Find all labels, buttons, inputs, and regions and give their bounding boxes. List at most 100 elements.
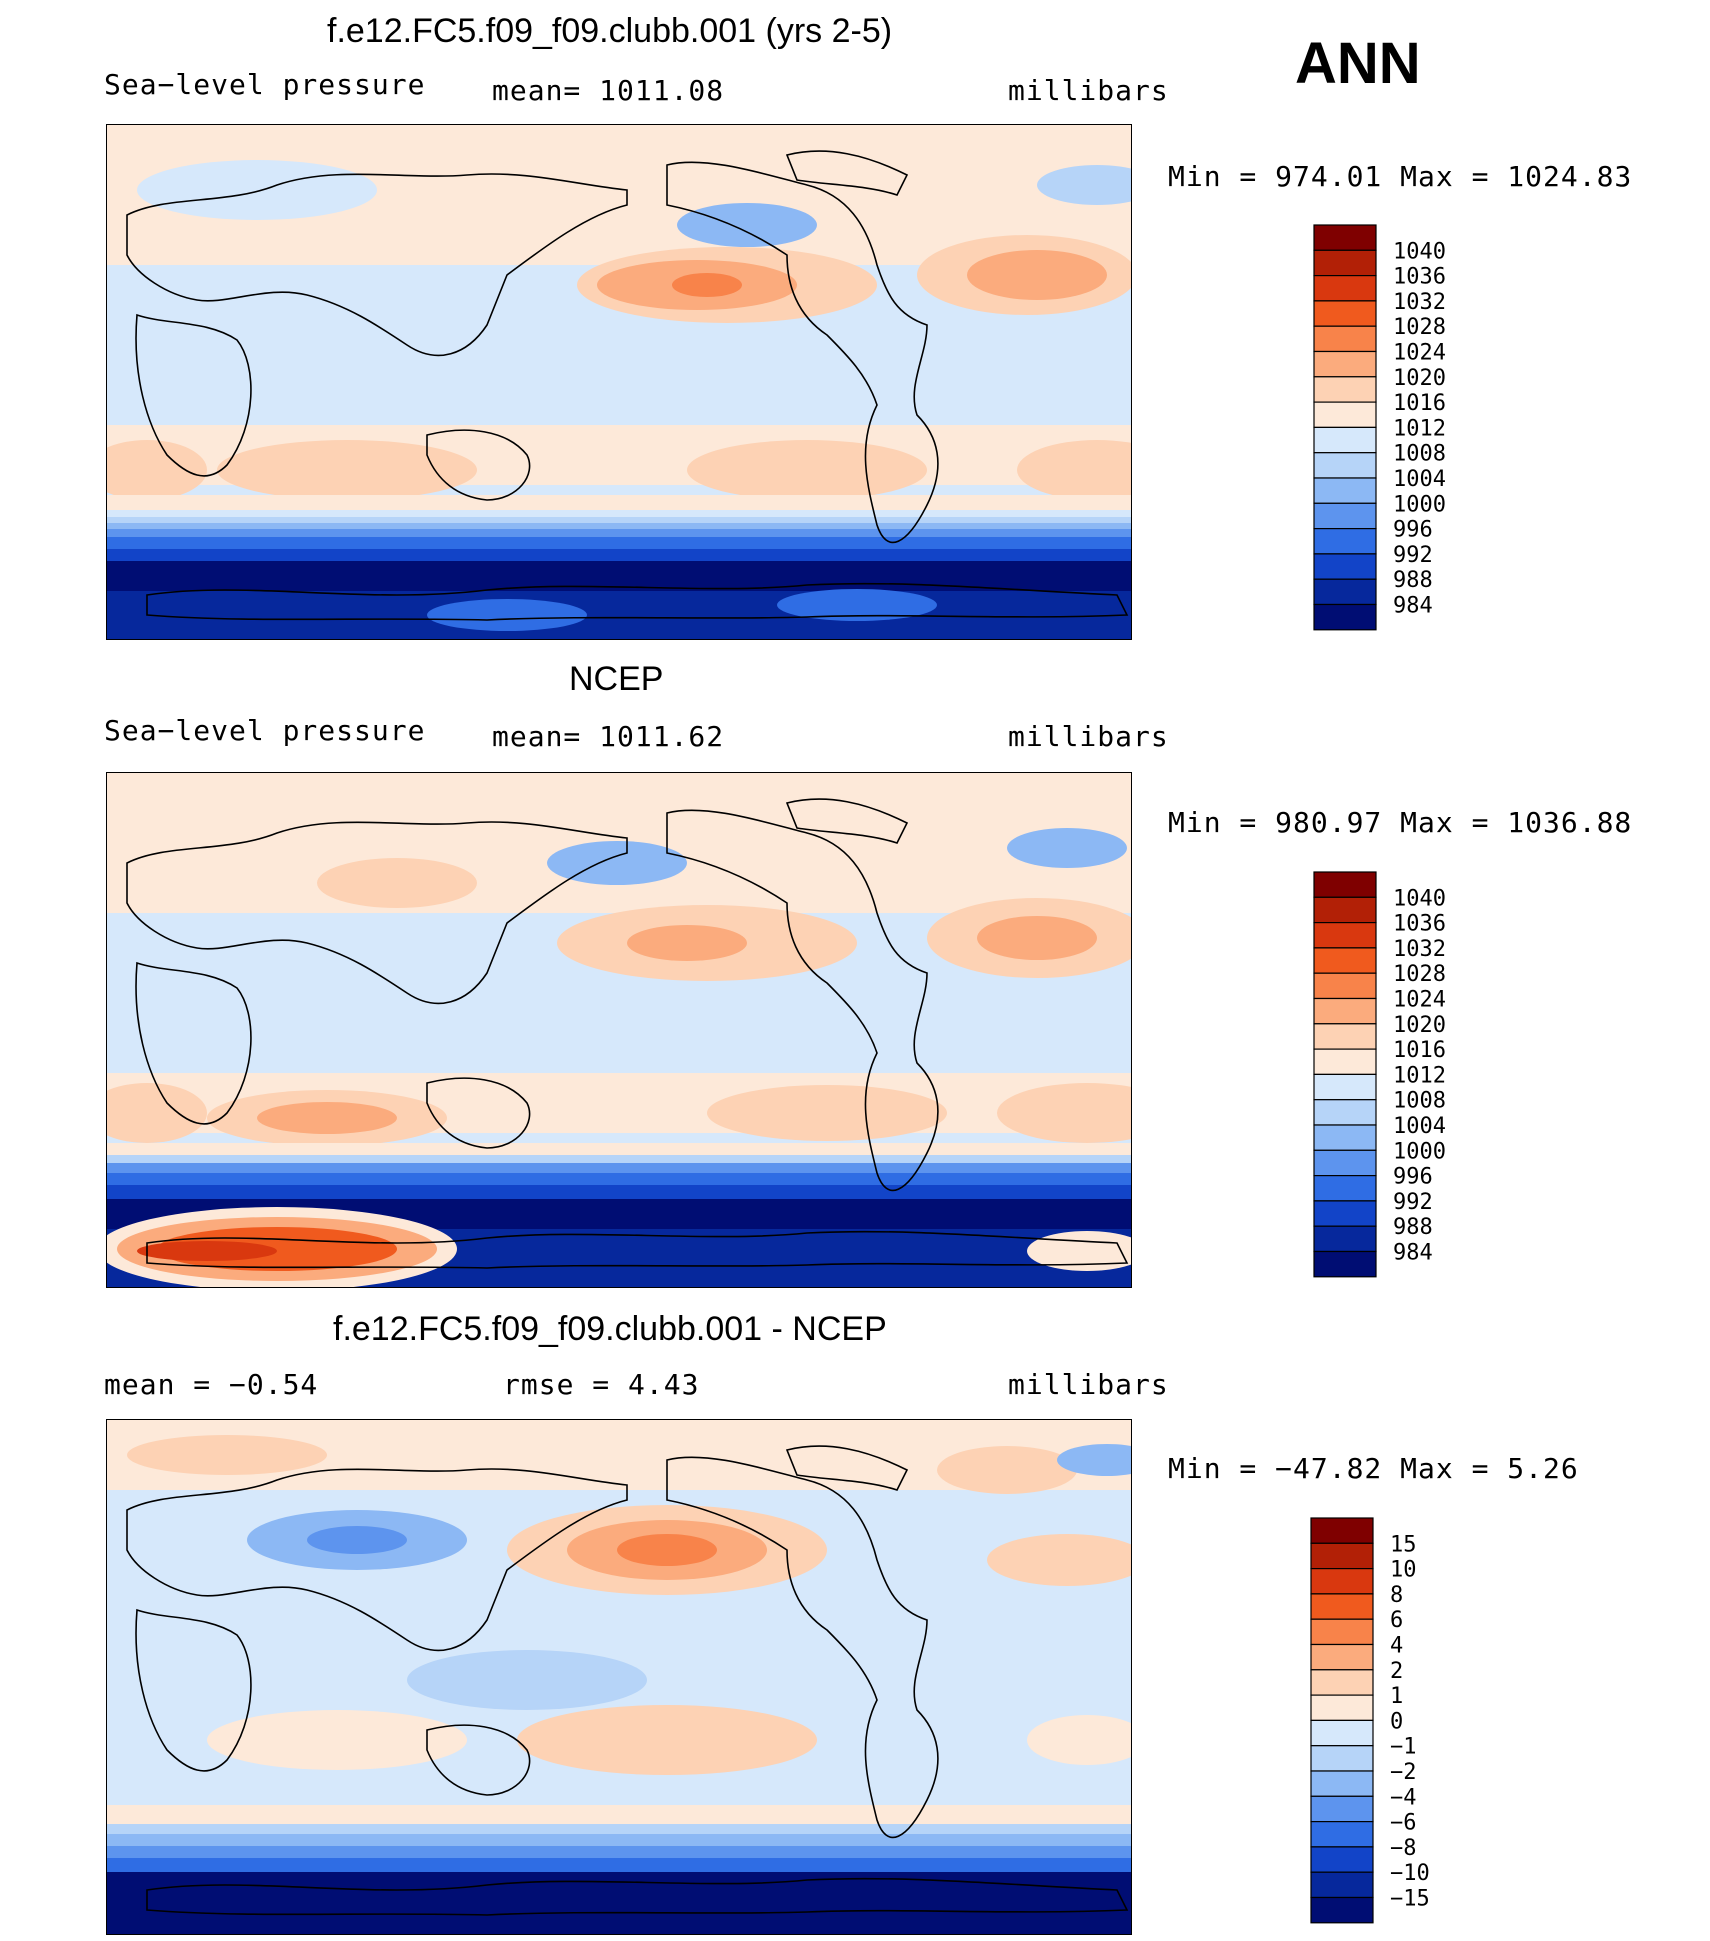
panel-2-mean-label: mean= 1011.62: [492, 720, 725, 753]
colorbar-swatch: [1313, 921, 1377, 949]
contour-region: [107, 1083, 207, 1143]
colorbar-tick-label: 1040: [1393, 886, 1446, 911]
contour-region: [127, 1435, 327, 1475]
colorbar-swatch: [1313, 1124, 1377, 1151]
coastline: [785, 1445, 909, 1491]
contour-region: [517, 1705, 817, 1775]
colorbar-swatch: [1310, 1770, 1374, 1797]
contour-region: [687, 440, 927, 500]
colorbar-swatch: [1310, 1517, 1374, 1544]
colorbar-swatch: [1313, 426, 1377, 454]
panel-2-minmax: Min = 980.97 Max = 1036.88: [1168, 806, 1633, 839]
colorbar-swatch: [1310, 1795, 1374, 1823]
coastline: [126, 173, 628, 357]
panel-3-minmax: Min = −47.82 Max = 5.26: [1168, 1452, 1579, 1485]
contour-region: [967, 250, 1107, 300]
colorbar-tick-label: 988: [1393, 568, 1433, 593]
colorbar-swatch: [1310, 1669, 1374, 1696]
coastline: [146, 582, 1129, 621]
colorbar-swatch: [1310, 1846, 1374, 1873]
colorbar-swatch: [1313, 325, 1377, 353]
coastline: [666, 1456, 939, 1839]
colorbar-swatch: [1310, 1593, 1374, 1620]
season-label: ANN: [1295, 31, 1421, 96]
colorbar-tick-label: 1028: [1393, 962, 1446, 987]
colorbar-tick-label: 1016: [1393, 391, 1446, 416]
contour-region: [137, 1241, 277, 1261]
panel-1-units-label: millibars: [1008, 74, 1169, 107]
colorbar-swatch: [1313, 1175, 1377, 1202]
coastline: [126, 1468, 628, 1652]
colorbar-swatch: [1313, 376, 1377, 403]
colorbar-tick-label: 1036: [1393, 912, 1446, 937]
contour-region: [627, 925, 747, 961]
contour-region: [997, 1083, 1131, 1143]
colorbar-swatch: [1313, 896, 1377, 924]
colorbar-tick-label: 984: [1393, 594, 1433, 619]
panel-3-rmse-label: rmse = 4.43: [503, 1368, 700, 1401]
colorbar-tick-label: 992: [1393, 543, 1433, 568]
colorbar-tick-label: 1024: [1393, 988, 1446, 1013]
colorbar-tick-label: 4: [1390, 1634, 1403, 1659]
colorbar-tick-label: 1040: [1393, 239, 1446, 264]
colorbar-tick-label: −10: [1390, 1861, 1430, 1886]
contour-region: [1007, 828, 1127, 868]
contour-region: [672, 273, 742, 297]
colorbar-swatch: [1313, 300, 1377, 327]
colorbar-tick-label: −4: [1390, 1785, 1417, 1810]
contour-region: [547, 841, 687, 885]
colorbar-swatch: [1310, 1896, 1374, 1924]
colorbar-swatch: [1313, 1225, 1377, 1253]
contour-field: [107, 1420, 1131, 1934]
colorbar-tick-label: 1020: [1393, 366, 1446, 391]
colorbar-swatch: [1313, 1073, 1377, 1101]
coastline: [135, 961, 252, 1125]
colorbar-swatch: [1313, 249, 1377, 277]
colorbar-tick-label: −6: [1390, 1811, 1417, 1836]
colorbar-tick-label: 1004: [1393, 1114, 1446, 1139]
colorbar-swatch: [1310, 1694, 1374, 1722]
colorbar-tick-label: 984: [1393, 1241, 1433, 1266]
contour-region: [617, 1534, 717, 1566]
colorbar-swatch: [1313, 1200, 1377, 1227]
colorbar-swatch: [1313, 477, 1377, 504]
panel-1-mean-label: mean= 1011.08: [492, 74, 725, 107]
colorbar-tick-label: 1000: [1393, 1139, 1446, 1164]
colorbar-tick-label: 1008: [1393, 1089, 1446, 1114]
colorbar-swatch: [1313, 871, 1377, 898]
coastline: [426, 429, 531, 501]
coastline: [785, 798, 909, 844]
colorbar-tick-label: 1012: [1393, 1063, 1446, 1088]
contour-region: [307, 1526, 407, 1554]
coastline: [146, 1230, 1129, 1269]
panel-1-minmax: Min = 974.01 Max = 1024.83: [1168, 160, 1633, 193]
contour-region: [977, 916, 1097, 960]
colorbar-swatch: [1313, 1099, 1377, 1126]
contour-region: [1027, 1715, 1131, 1765]
colorbar-swatch: [1310, 1719, 1374, 1747]
colorbar-swatch: [1313, 553, 1377, 580]
colorbar-swatch: [1310, 1643, 1374, 1671]
panel-2-title: NCEP: [569, 660, 664, 698]
colorbar-tick-label: 1028: [1393, 315, 1446, 340]
contour-region: [217, 440, 477, 500]
colorbar-tick-label: 15: [1390, 1532, 1417, 1557]
colorbar-tick-label: −8: [1390, 1836, 1417, 1861]
contour-region: [777, 589, 937, 621]
contour-region: [677, 203, 817, 247]
colorbar-swatch: [1313, 274, 1377, 302]
coastline: [126, 821, 628, 1005]
colorbar-tick-label: −1: [1390, 1735, 1417, 1760]
colorbar-tick-label: 996: [1393, 1165, 1433, 1190]
panel-3-mean-label: mean = −0.54: [104, 1368, 319, 1401]
colorbar-tick-label: −2: [1390, 1760, 1417, 1785]
colorbar-tick-label: 1032: [1393, 937, 1446, 962]
colorbar-tick-label: 996: [1393, 518, 1433, 543]
colorbar-tick-label: 1: [1390, 1684, 1403, 1709]
colorbar-swatch: [1310, 1542, 1374, 1570]
contour-region: [137, 160, 377, 220]
colorbar-swatch: [1310, 1567, 1374, 1595]
coastline: [135, 313, 252, 477]
contour-region: [207, 1710, 467, 1770]
contour-region: [257, 1102, 397, 1134]
